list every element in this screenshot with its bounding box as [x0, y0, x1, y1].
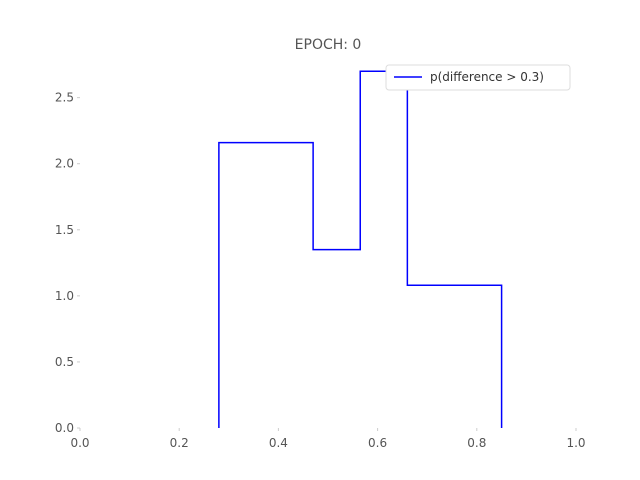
x-tick-label: 0.6: [368, 436, 387, 450]
legend-label: p(difference > 0.3): [430, 70, 544, 84]
legend-box: [385, 64, 571, 91]
y-tick-label: 0.5: [55, 355, 74, 369]
y-axis: 0.0 0.5 1.0 1.5 2.0 2.5: [55, 91, 80, 435]
x-tick-label: 0.0: [70, 436, 89, 450]
y-tick-label: 0.0: [55, 421, 74, 435]
x-tick-label: 0.4: [269, 436, 288, 450]
x-axis: 0.0 0.2 0.4 0.6 0.8 1.0: [70, 428, 586, 450]
x-tick-label: 1.0: [566, 436, 585, 450]
chart-title: EPOCH: 0: [295, 37, 362, 53]
x-tick-label: 0.2: [170, 436, 189, 450]
x-tick-label: 0.8: [467, 436, 486, 450]
y-tick-label: 2.5: [55, 91, 74, 105]
legend: p(difference > 0.3): [385, 64, 571, 91]
plot-area: [218, 70, 503, 428]
y-tick-label: 1.0: [55, 289, 74, 303]
y-tick-label: 2.0: [55, 157, 74, 171]
y-tick-label: 1.5: [55, 223, 74, 237]
histogram-step-line: [218, 70, 503, 428]
